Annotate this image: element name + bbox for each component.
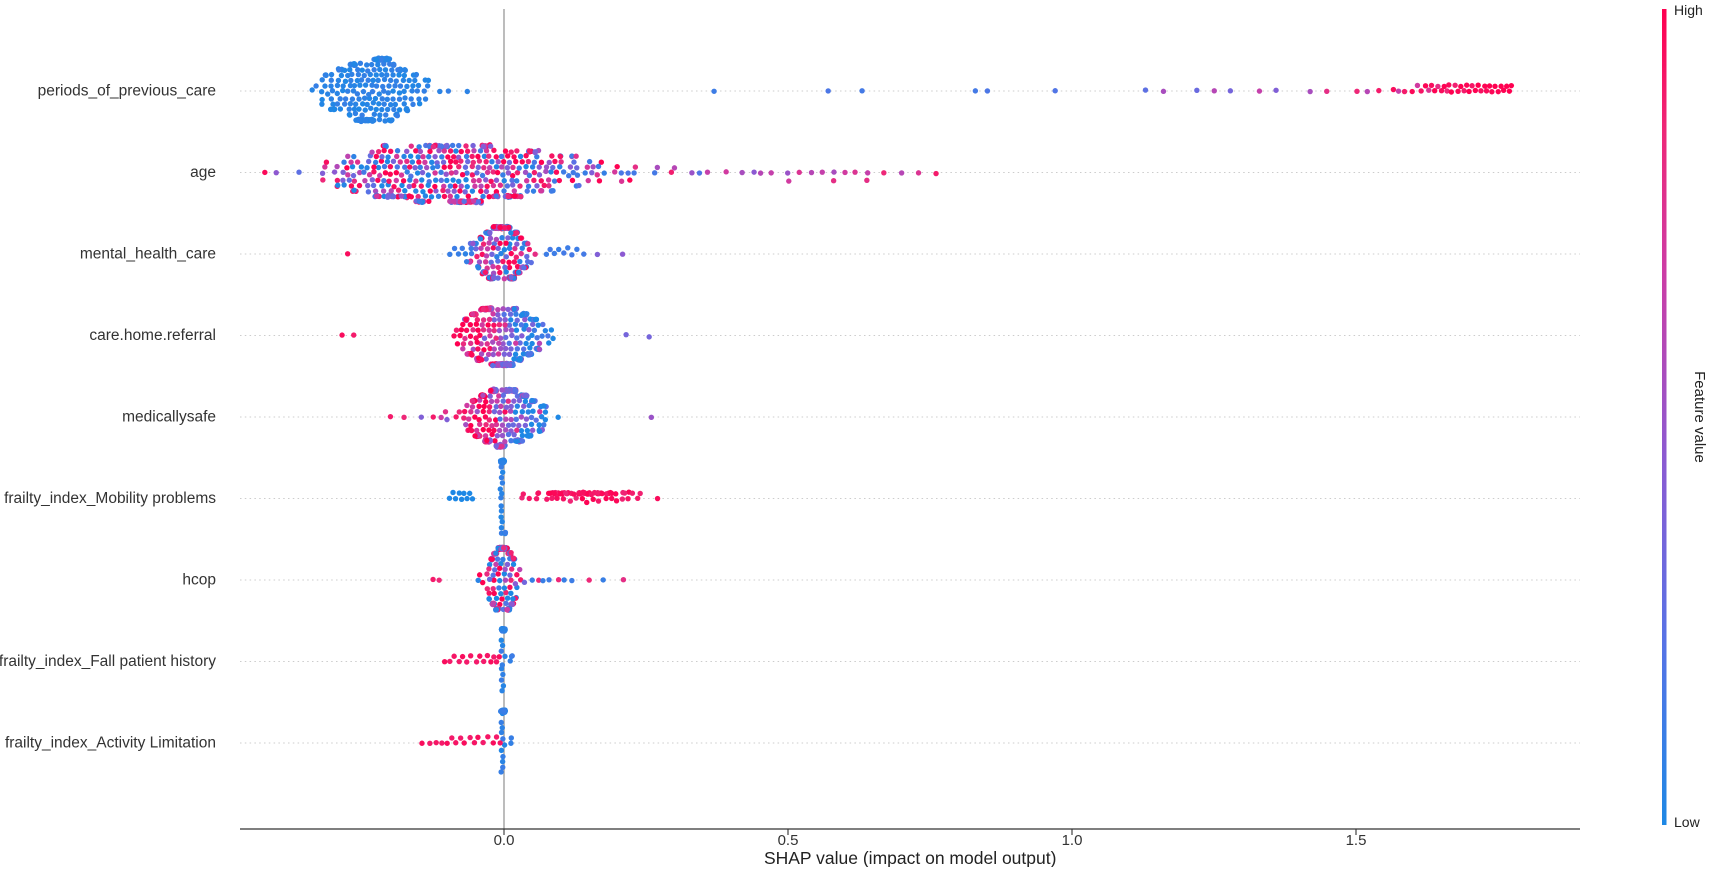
svg-text:0.5: 0.5 [778,832,799,849]
svg-text:periods_of_previous_care: periods_of_previous_care [38,83,216,100]
svg-text:care.home.referral: care.home.referral [89,327,216,344]
svg-text:SHAP value (impact on model ou: SHAP value (impact on model output) [764,848,1056,867]
svg-text:medicallysafe: medicallysafe [122,409,216,426]
svg-text:0.0: 0.0 [494,832,515,849]
svg-text:frailty_index_Mobility problem: frailty_index_Mobility problems [4,490,216,507]
svg-text:frailty_index_Fall patient his: frailty_index_Fall patient history [0,653,216,670]
svg-text:frailty_index_Activity Limitat: frailty_index_Activity Limitation [5,735,216,752]
svg-text:age: age [190,164,216,181]
svg-text:High: High [1674,2,1703,18]
svg-text:Low: Low [1674,814,1701,830]
svg-text:1.0: 1.0 [1062,832,1083,849]
svg-text:1.5: 1.5 [1346,832,1367,849]
svg-text:mental_health_care: mental_health_care [80,246,216,263]
svg-text:Feature value: Feature value [1691,371,1708,463]
svg-text:hcop: hcop [182,572,216,589]
